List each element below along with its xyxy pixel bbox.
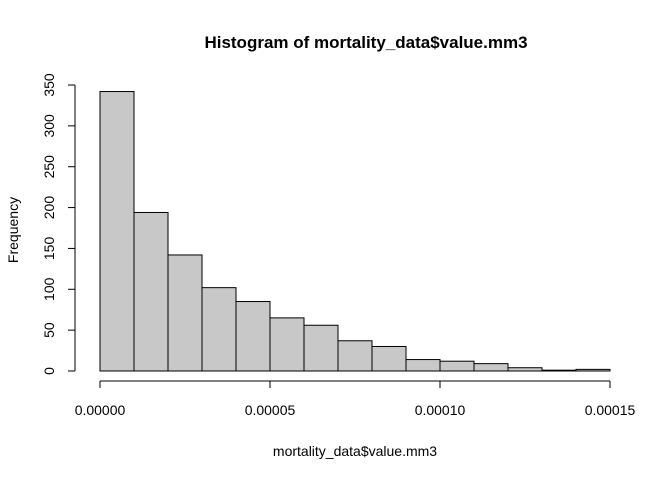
histogram-bar-11 xyxy=(473,363,509,372)
y-tick-label: 300 xyxy=(41,114,57,138)
x-tick-label: 0.00005 xyxy=(245,402,296,418)
y-tick-label: 250 xyxy=(41,155,57,179)
histogram-bar-2 xyxy=(167,254,203,372)
x-tick-label: 0.00000 xyxy=(75,402,126,418)
y-tick-label: 100 xyxy=(41,277,57,301)
histogram-bar-5 xyxy=(269,317,305,372)
y-axis-title: Frequency xyxy=(5,197,21,263)
histogram-bar-14 xyxy=(575,368,611,372)
y-tick-label: 200 xyxy=(41,196,57,220)
histogram-bar-1 xyxy=(133,211,169,372)
histogram-bar-3 xyxy=(201,287,237,372)
histogram-bar-0 xyxy=(99,91,135,372)
histogram-bar-8 xyxy=(371,345,407,372)
histogram-bar-7 xyxy=(337,340,373,372)
histogram-bar-10 xyxy=(439,360,475,372)
histogram-bar-6 xyxy=(303,324,339,372)
histogram-bar-9 xyxy=(405,359,441,372)
histogram-bar-13 xyxy=(541,369,577,372)
histogram-bar-12 xyxy=(507,367,543,372)
x-tick-label: 0.00010 xyxy=(415,402,466,418)
histogram-bar-4 xyxy=(235,301,271,372)
y-tick-label: 50 xyxy=(41,322,57,338)
x-tick-label: 0.00015 xyxy=(585,402,636,418)
chart-title: Histogram of mortality_data$value.mm3 xyxy=(204,33,527,52)
bars-group xyxy=(99,91,611,372)
y-tick-label: 350 xyxy=(41,73,57,97)
y-axis: 0 50 100 150 200 250 300 350 xyxy=(41,73,76,375)
x-axis-title: mortality_data$value.mm3 xyxy=(273,443,437,459)
y-tick-label: 150 xyxy=(41,237,57,261)
y-tick-label: 0 xyxy=(41,367,57,375)
x-axis: 0.00000 0.00005 0.00010 0.00015 xyxy=(75,380,636,418)
